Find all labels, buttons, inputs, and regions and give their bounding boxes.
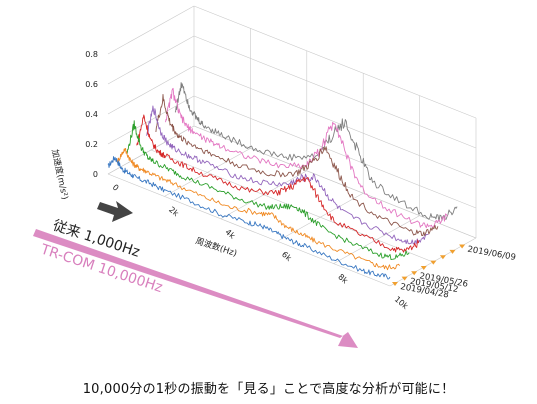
- y-tick-label: 0.4: [85, 110, 98, 119]
- x-tick-label: 8k: [336, 272, 350, 285]
- series-end-marker: [459, 244, 466, 249]
- grid-line-side: [107, 5, 195, 55]
- grid-line-side: [107, 65, 195, 115]
- series-layer: [107, 82, 466, 286]
- grid-line-side: [107, 35, 195, 85]
- y-tick-label: 0.2: [85, 140, 98, 149]
- grid-line-floor: [107, 173, 391, 287]
- series-line: [117, 147, 400, 271]
- date-label: 2019/06/09: [467, 245, 517, 263]
- grid-line-back: [193, 95, 477, 209]
- series-line: [174, 82, 458, 222]
- series-line: [126, 120, 410, 261]
- series-line: [165, 87, 448, 229]
- y-axis-title: 加速度(m/s²): [49, 148, 70, 200]
- x-tick-label: 6k: [280, 250, 294, 263]
- chart-grid: [107, 5, 477, 287]
- series-line: [145, 105, 429, 245]
- trcom-arrow: [33, 229, 358, 348]
- x-tick-label: 4k: [224, 227, 238, 240]
- y-tick-label: 0: [93, 170, 98, 179]
- series-line: [136, 114, 420, 253]
- x-tick-label: 10k: [393, 295, 410, 312]
- y-tick-label: 0.8: [85, 50, 98, 59]
- legacy-arrow: [97, 201, 133, 222]
- y-tick-labels: 0 0.2 0.4 0.6 0.8: [85, 50, 98, 179]
- series-end-marker: [401, 276, 408, 281]
- caption: 10,000分の1秒の振動を「見る」ことで高度な分析が可能に！: [82, 382, 455, 397]
- series-end-marker: [392, 282, 398, 286]
- trcom-arrow-shape: [33, 229, 358, 348]
- series-end-marker: [420, 265, 427, 270]
- series-end-marker: [411, 271, 418, 276]
- series-line: [155, 94, 439, 237]
- grid-line-back: [193, 65, 477, 179]
- x-tick-label: 2k: [167, 205, 181, 218]
- grid-line-back: [193, 5, 477, 119]
- grid-line-back: [193, 35, 477, 149]
- legacy-arrow-shape: [97, 201, 133, 222]
- x-tick-label: 0: [111, 183, 121, 193]
- series-end-marker: [439, 255, 446, 260]
- series-line: [107, 156, 391, 280]
- series-end-marker: [430, 260, 437, 265]
- y-tick-label: 0.6: [85, 80, 98, 89]
- grid-line-side: [107, 95, 195, 145]
- series-end-marker: [449, 249, 456, 254]
